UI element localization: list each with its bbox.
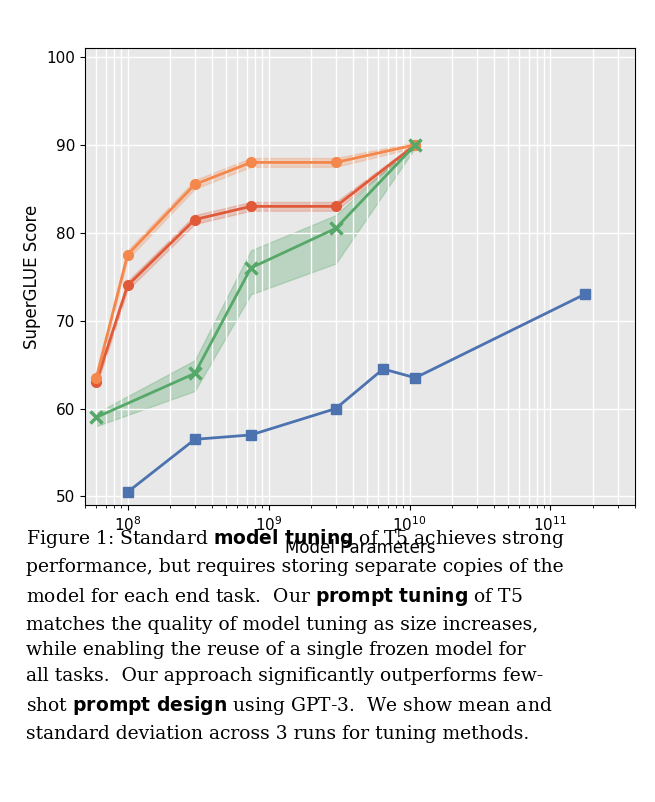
Prompt Tuning <box>92 412 100 422</box>
Model Tuning (Multi-task) <box>124 250 132 260</box>
Prompt Tuning <box>411 140 419 150</box>
Model Tuning (Multi-task) <box>332 157 340 168</box>
Model Tuning <box>124 281 132 290</box>
Prompt Design <box>247 430 255 439</box>
Line: Prompt Tuning: Prompt Tuning <box>90 139 422 423</box>
Model Tuning (Multi-task) <box>191 180 198 189</box>
Model Tuning <box>191 215 198 225</box>
Y-axis label: SuperGLUE Score: SuperGLUE Score <box>23 205 41 349</box>
Model Tuning <box>247 201 255 211</box>
Model Tuning (Multi-task) <box>247 157 255 168</box>
Model Tuning <box>92 378 100 387</box>
Prompt Tuning <box>247 263 255 273</box>
Prompt Design <box>124 488 132 497</box>
Model Tuning <box>411 140 419 150</box>
Prompt Design <box>191 435 198 444</box>
Model Tuning (Multi-task) <box>411 140 419 150</box>
Line: Model Tuning: Model Tuning <box>92 140 421 387</box>
Model Tuning (Multi-task) <box>92 373 100 383</box>
Prompt Tuning <box>191 369 198 379</box>
Prompt Design <box>581 290 589 299</box>
Text: Figure 1: Standard $\bf{model\ tuning}$ of T5 achieves strong
performance, but r: Figure 1: Standard $\bf{model\ tuning}$ … <box>26 527 565 743</box>
Model Tuning <box>332 201 340 211</box>
X-axis label: Model Parameters: Model Parameters <box>285 539 436 557</box>
Prompt Tuning <box>332 224 340 233</box>
Prompt Design <box>379 364 387 374</box>
Prompt Design <box>411 373 419 383</box>
Line: Prompt Design: Prompt Design <box>122 290 590 497</box>
Prompt Design <box>332 403 340 413</box>
Line: Model Tuning (Multi-task): Model Tuning (Multi-task) <box>92 140 421 383</box>
